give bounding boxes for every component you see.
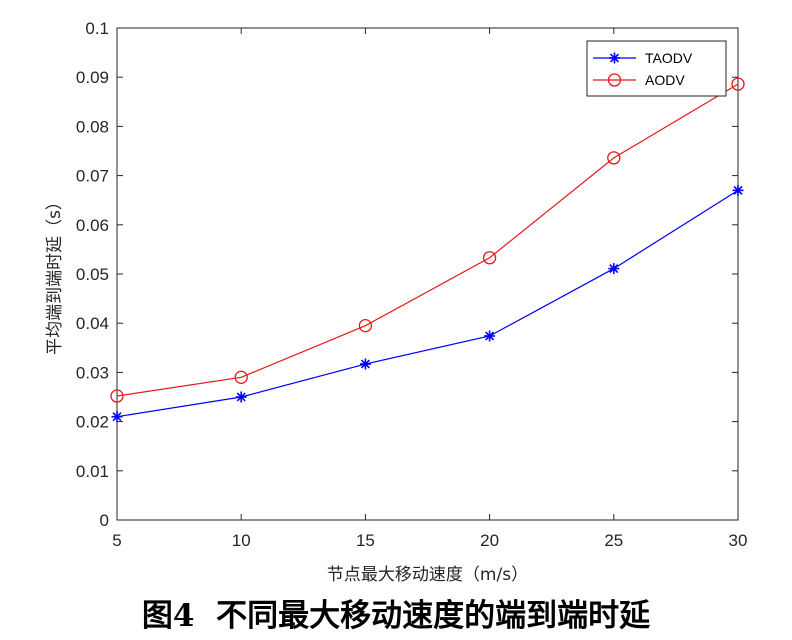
y-tick-label: 0.04: [76, 314, 109, 333]
data-point-circle: [110, 389, 124, 403]
legend-label: TAODV: [645, 50, 693, 66]
series-line: [116, 83, 739, 397]
legend-box: [586, 40, 727, 97]
x-tick-label: 15: [356, 531, 375, 550]
data-point-circle: [482, 251, 497, 265]
plot-area: [116, 27, 739, 521]
data-point-asterisk: [609, 52, 620, 64]
asterisk-stroke: [360, 359, 370, 369]
data-point-circle: [234, 370, 248, 384]
data-point-circle: [731, 77, 745, 91]
data-point-circle: [358, 319, 373, 333]
figure-number: 图4: [141, 598, 195, 634]
data-point-circle: [607, 73, 622, 87]
caption-gap: [194, 598, 216, 634]
chart: 5 10 15 20 25 30 0 0.01 0.02 0.03 0.04 0.05 0.06 0.0…: [45, 19, 747, 585]
y-tick-label: 0.1: [85, 19, 109, 38]
x-axis: 5 10 15 20 25 30: [112, 28, 747, 550]
data-point-asterisk: [608, 263, 620, 275]
y-tick-label: 0: [100, 511, 109, 530]
data-point-circle: [607, 151, 621, 165]
y-tick-label: 0.03: [76, 363, 109, 382]
y-tick-label: 0.06: [76, 216, 109, 235]
data-point-asterisk: [359, 358, 371, 370]
x-axis-title: 节点最大移动速度（m/s）: [327, 565, 528, 585]
x-tick-label: 5: [112, 531, 121, 550]
asterisk-stroke: [609, 264, 619, 274]
x-tick-label: 30: [729, 531, 748, 550]
asterisk-stroke: [485, 331, 495, 341]
y-tick-label: 0.09: [76, 68, 109, 87]
series-aodv: [110, 77, 745, 403]
series-line: [116, 189, 739, 418]
x-tick-label: 20: [480, 531, 499, 550]
asterisk-stroke: [609, 53, 620, 63]
y-axis: 0 0.01 0.02 0.03 0.04 0.05 0.06 0.07 0.08 0.09 0.1: [76, 19, 738, 530]
data-point-asterisk: [484, 330, 496, 342]
figure-caption-text: 不同最大移动速度的端到端时延: [216, 598, 651, 634]
legend-label: AODV: [645, 72, 685, 88]
x-tick-label: 25: [604, 531, 623, 550]
x-tick-label: 10: [232, 531, 251, 550]
data-point-asterisk: [732, 184, 744, 196]
figure-caption: 图4 不同最大移动速度的端到端时延: [0, 590, 792, 635]
y-tick-label: 0.08: [76, 117, 109, 136]
series-taodv: [111, 184, 744, 423]
asterisk-stroke: [112, 412, 122, 422]
y-tick-label: 0.05: [76, 265, 109, 284]
asterisk-stroke: [733, 185, 743, 195]
y-tick-label: 0.01: [76, 462, 109, 481]
y-tick-label: 0.07: [76, 167, 109, 186]
asterisk-stroke: [236, 392, 246, 402]
legend: TAODV AODV: [586, 40, 727, 97]
data-point-asterisk: [111, 411, 123, 423]
data-point-asterisk: [235, 391, 247, 403]
y-axis-title: 平均端到端时延（s）: [45, 193, 65, 355]
y-tick-label: 0.02: [76, 413, 109, 432]
series-layer: [110, 77, 745, 423]
